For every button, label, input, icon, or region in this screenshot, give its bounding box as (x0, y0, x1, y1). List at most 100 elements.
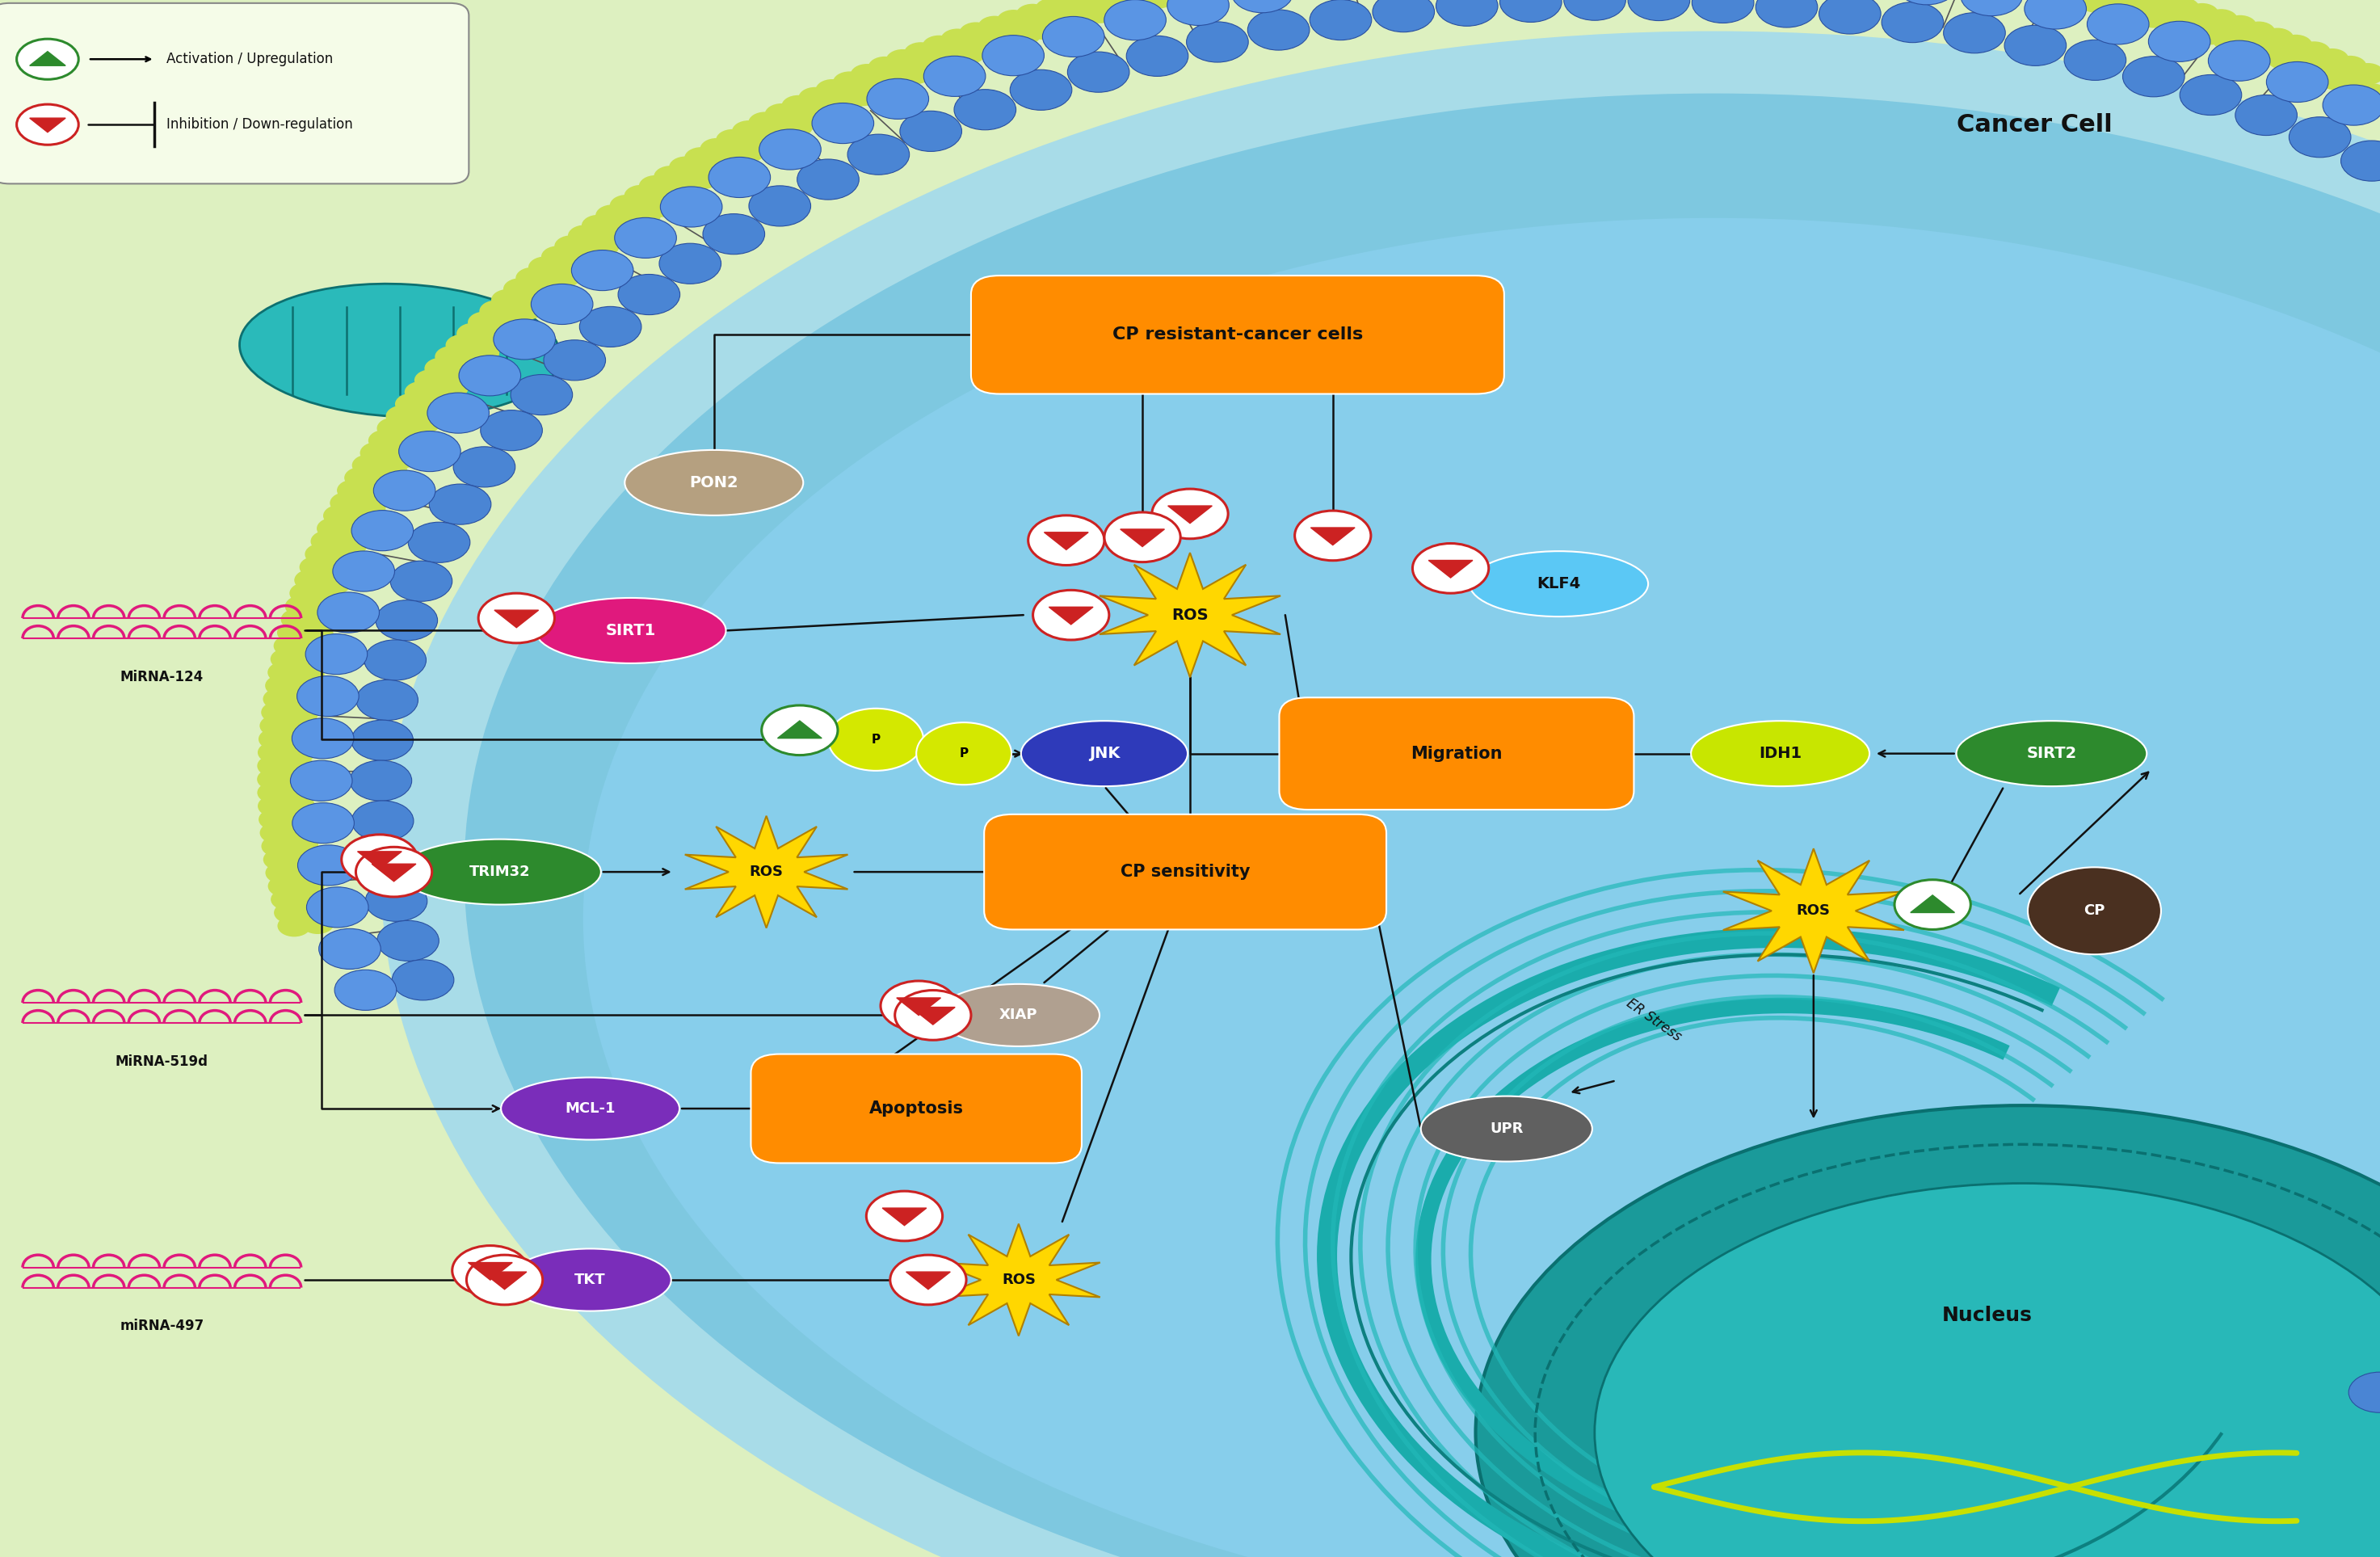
Polygon shape (1911, 895, 1954, 912)
Ellipse shape (1956, 721, 2147, 786)
Circle shape (283, 821, 317, 842)
Circle shape (866, 1191, 942, 1241)
Circle shape (328, 548, 362, 570)
Circle shape (1414, 543, 1490, 593)
Circle shape (581, 215, 614, 237)
Circle shape (1944, 12, 2006, 53)
Circle shape (847, 84, 881, 106)
Circle shape (416, 400, 450, 422)
Circle shape (436, 346, 469, 367)
Circle shape (881, 981, 957, 1031)
Circle shape (459, 355, 521, 395)
Circle shape (2118, 2, 2152, 23)
Circle shape (1016, 3, 1050, 25)
Circle shape (812, 103, 873, 143)
Circle shape (469, 311, 502, 333)
Circle shape (364, 640, 426, 680)
Circle shape (940, 28, 973, 50)
Circle shape (1092, 0, 1126, 3)
Circle shape (352, 719, 414, 760)
Circle shape (2349, 1372, 2380, 1412)
Ellipse shape (536, 598, 726, 663)
Circle shape (831, 92, 864, 114)
Circle shape (321, 561, 355, 582)
Polygon shape (1121, 529, 1164, 547)
Circle shape (1961, 0, 2023, 16)
Circle shape (923, 36, 957, 58)
Circle shape (259, 729, 293, 750)
Circle shape (257, 796, 290, 817)
Circle shape (1026, 17, 1059, 39)
Circle shape (900, 62, 933, 84)
Circle shape (286, 690, 319, 712)
Circle shape (257, 741, 290, 763)
Circle shape (869, 56, 902, 78)
Circle shape (669, 156, 702, 177)
Polygon shape (1050, 607, 1092, 624)
Circle shape (259, 715, 293, 736)
Circle shape (983, 36, 1045, 76)
Circle shape (424, 358, 457, 380)
Circle shape (2063, 40, 2125, 81)
Circle shape (1564, 0, 1626, 20)
Circle shape (17, 104, 79, 145)
FancyBboxPatch shape (1280, 698, 1633, 810)
Circle shape (2351, 62, 2380, 84)
Ellipse shape (1476, 1105, 2380, 1557)
Circle shape (1042, 17, 1104, 58)
Circle shape (281, 755, 314, 777)
Circle shape (2213, 30, 2247, 51)
Circle shape (400, 431, 462, 472)
Circle shape (1104, 512, 1180, 562)
Circle shape (445, 364, 478, 386)
Circle shape (490, 290, 524, 311)
Circle shape (2137, 6, 2171, 28)
Circle shape (488, 319, 521, 341)
Circle shape (700, 139, 733, 160)
Circle shape (262, 702, 295, 724)
Circle shape (2323, 84, 2380, 125)
Circle shape (264, 849, 298, 870)
Circle shape (436, 377, 469, 399)
Circle shape (452, 1246, 528, 1295)
Circle shape (286, 595, 319, 617)
Polygon shape (778, 721, 821, 738)
Circle shape (426, 388, 459, 409)
Circle shape (2268, 48, 2301, 70)
Polygon shape (29, 118, 67, 132)
Circle shape (305, 543, 338, 565)
Circle shape (397, 424, 431, 445)
Text: MiRNA-519d: MiRNA-519d (114, 1054, 209, 1068)
Circle shape (2266, 62, 2328, 103)
Circle shape (269, 875, 302, 897)
Text: KLF4: KLF4 (1537, 576, 1580, 592)
Circle shape (281, 768, 314, 789)
Circle shape (1373, 0, 1435, 33)
Circle shape (267, 662, 300, 684)
Circle shape (393, 959, 455, 1000)
Text: Migration: Migration (1411, 746, 1502, 761)
Text: P: P (959, 747, 969, 760)
Circle shape (2223, 16, 2256, 37)
Circle shape (283, 716, 317, 738)
Circle shape (2004, 25, 2066, 65)
Circle shape (295, 570, 328, 592)
Circle shape (685, 148, 719, 170)
Circle shape (1499, 0, 1561, 22)
Circle shape (1897, 0, 1959, 5)
Circle shape (290, 760, 352, 800)
Ellipse shape (624, 450, 802, 515)
Circle shape (559, 255, 593, 277)
Circle shape (628, 206, 662, 227)
Circle shape (2040, 0, 2073, 3)
Circle shape (367, 472, 400, 494)
Text: Apoptosis: Apoptosis (869, 1101, 964, 1116)
Circle shape (916, 722, 1012, 785)
Circle shape (298, 637, 331, 659)
Circle shape (954, 89, 1016, 129)
Circle shape (340, 522, 374, 543)
Circle shape (716, 149, 750, 171)
Ellipse shape (381, 31, 2380, 1557)
Ellipse shape (464, 93, 2380, 1557)
Text: ROS: ROS (750, 864, 783, 880)
